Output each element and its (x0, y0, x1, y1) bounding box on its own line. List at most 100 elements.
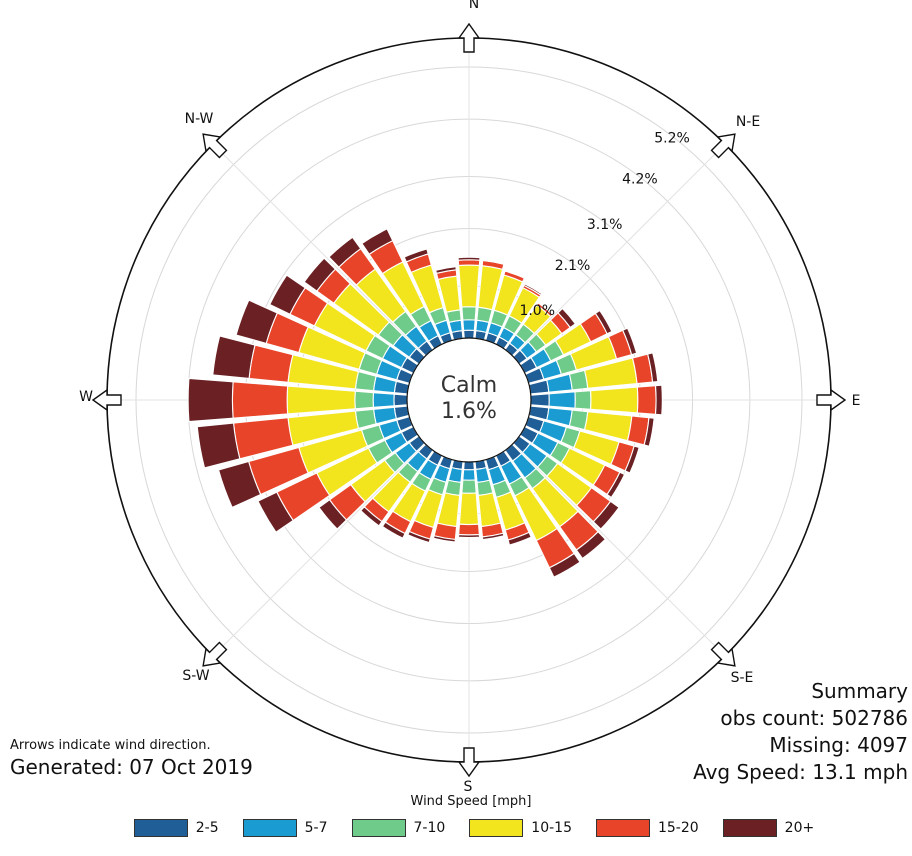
wind-sector-segment (328, 236, 362, 268)
wind-sector-segment (318, 499, 348, 530)
wind-sector-segment (432, 535, 456, 543)
wind-sector-segment (458, 264, 480, 308)
arrow-shape (202, 133, 228, 159)
calm-label: Calm (441, 373, 497, 398)
arrow-shape (457, 747, 481, 778)
compass-n: N (469, 0, 479, 12)
wind-sector-segment (481, 532, 505, 541)
wind-sector-segment (354, 390, 374, 410)
wind-sector-segment (643, 417, 655, 447)
legend-label: 20+ (784, 820, 815, 836)
wind-sector-segment (403, 248, 429, 263)
direction-arrow-icon (710, 133, 736, 159)
wind-sector-segment (574, 390, 592, 410)
wind-sector-segment (393, 393, 408, 407)
wind-sector-segment (606, 471, 626, 499)
legend-label: 2-5 (195, 820, 219, 836)
wind-sector-segment (647, 352, 659, 383)
wind-sector-segment (458, 523, 480, 536)
ring-label: 1.0% (519, 303, 555, 319)
wind-sector-segment (589, 386, 639, 414)
grid-rings (107, 38, 831, 762)
wind-sector-segment (624, 445, 640, 474)
wind-sector-segment (463, 461, 475, 471)
avg-speed: Avg Speed: 13.1 mph (693, 760, 908, 784)
arrow-shape (457, 22, 481, 53)
wind-sector-segment (231, 381, 289, 419)
wind-sector-segment (269, 274, 306, 315)
legend-item-7-10: 7-10 (351, 819, 446, 837)
wind-sector-segment (354, 370, 377, 392)
arrow-shape (816, 388, 847, 412)
wind-sector-segment (548, 391, 576, 409)
wind-sector-segment (537, 301, 554, 316)
wind-sector-segment (461, 479, 477, 494)
direction-arrow-icon (91, 388, 122, 412)
direction-arrows (91, 22, 847, 778)
wind-sector-segment (235, 299, 279, 345)
wind-sector-segment (457, 533, 481, 539)
compass-s: S (464, 779, 473, 795)
compass-w: W (79, 389, 93, 405)
direction-arrow-icon (202, 641, 228, 667)
wind-sector-segment (381, 521, 406, 539)
wind-sector-segment (458, 492, 480, 526)
ring-label: 4.2% (622, 172, 658, 188)
obs-count: obs count: 502786 (720, 706, 908, 730)
ring-label: 5.2% (654, 131, 690, 147)
legend-swatch (133, 819, 188, 837)
calm-value: 1.6% (441, 399, 497, 424)
legend-label: 7-10 (413, 820, 446, 836)
wind-sector-segment (592, 500, 620, 530)
wind-sector-segment (248, 344, 294, 383)
compass-nw: N-W (185, 111, 214, 127)
speed-legend: Wind Speed [mph] 2-5 5-7 7-10 10-15 15-2… (0, 794, 912, 837)
arrow-shape (710, 641, 736, 667)
wind-sector-segment (575, 531, 607, 560)
arrow-shape (710, 133, 736, 159)
compass-sw: S-W (182, 668, 209, 684)
ring-label: 3.1% (587, 217, 623, 233)
wind-sector-segment (504, 269, 526, 279)
wind-sector-segment (530, 393, 550, 407)
wind-sector-segment (286, 385, 356, 415)
wind-sector-segment (354, 408, 377, 430)
grid-spoke (212, 443, 426, 657)
legend-swatch (469, 819, 524, 837)
compass-se: S-E (731, 670, 754, 686)
legend-item-15-20: 15-20 (595, 819, 699, 837)
direction-arrow-icon (710, 641, 736, 667)
legend-swatch (242, 819, 297, 837)
arrow-shape (91, 388, 122, 412)
wind-sector-segment (594, 309, 613, 335)
wind-sector-segment (196, 422, 241, 469)
legend-swatch (351, 819, 406, 837)
wind-sector-segment (462, 319, 476, 331)
wind-sector-segment (217, 460, 262, 509)
legend-item-10-15: 10-15 (469, 819, 572, 837)
wind-sector-segment (393, 405, 410, 420)
wind-sector-segment (303, 257, 337, 292)
legend-title: Wind Speed [mph] (410, 794, 532, 809)
direction-arrow-icon (202, 133, 228, 159)
arrow-shape (202, 641, 228, 667)
wind-sector-segment (435, 266, 457, 274)
legend-label: 5-7 (304, 820, 328, 836)
legend-label: 15-20 (657, 820, 699, 836)
wind-sector-segment (654, 384, 663, 416)
legend-item-20-plus: 20+ (722, 819, 815, 837)
footer-notes: Arrows indicate wind direction. Generate… (10, 738, 253, 779)
wind-sector-segment (457, 259, 481, 267)
arrows-note: Arrows indicate wind direction. (10, 738, 211, 753)
legend-swatch (595, 819, 650, 837)
legend-swatch (722, 819, 777, 837)
wind-sector-segment (393, 380, 410, 395)
summary-title: Summary (811, 679, 908, 703)
legend-items: 2-5 5-7 7-10 10-15 15-20 20+ (0, 819, 912, 837)
wind-sector-segment (407, 530, 431, 544)
legend-label: 10-15 (531, 820, 572, 836)
compass-ne: N-E (736, 114, 760, 130)
wind-sector-segment (461, 306, 477, 321)
missing-count: Missing: 4097 (769, 733, 908, 757)
